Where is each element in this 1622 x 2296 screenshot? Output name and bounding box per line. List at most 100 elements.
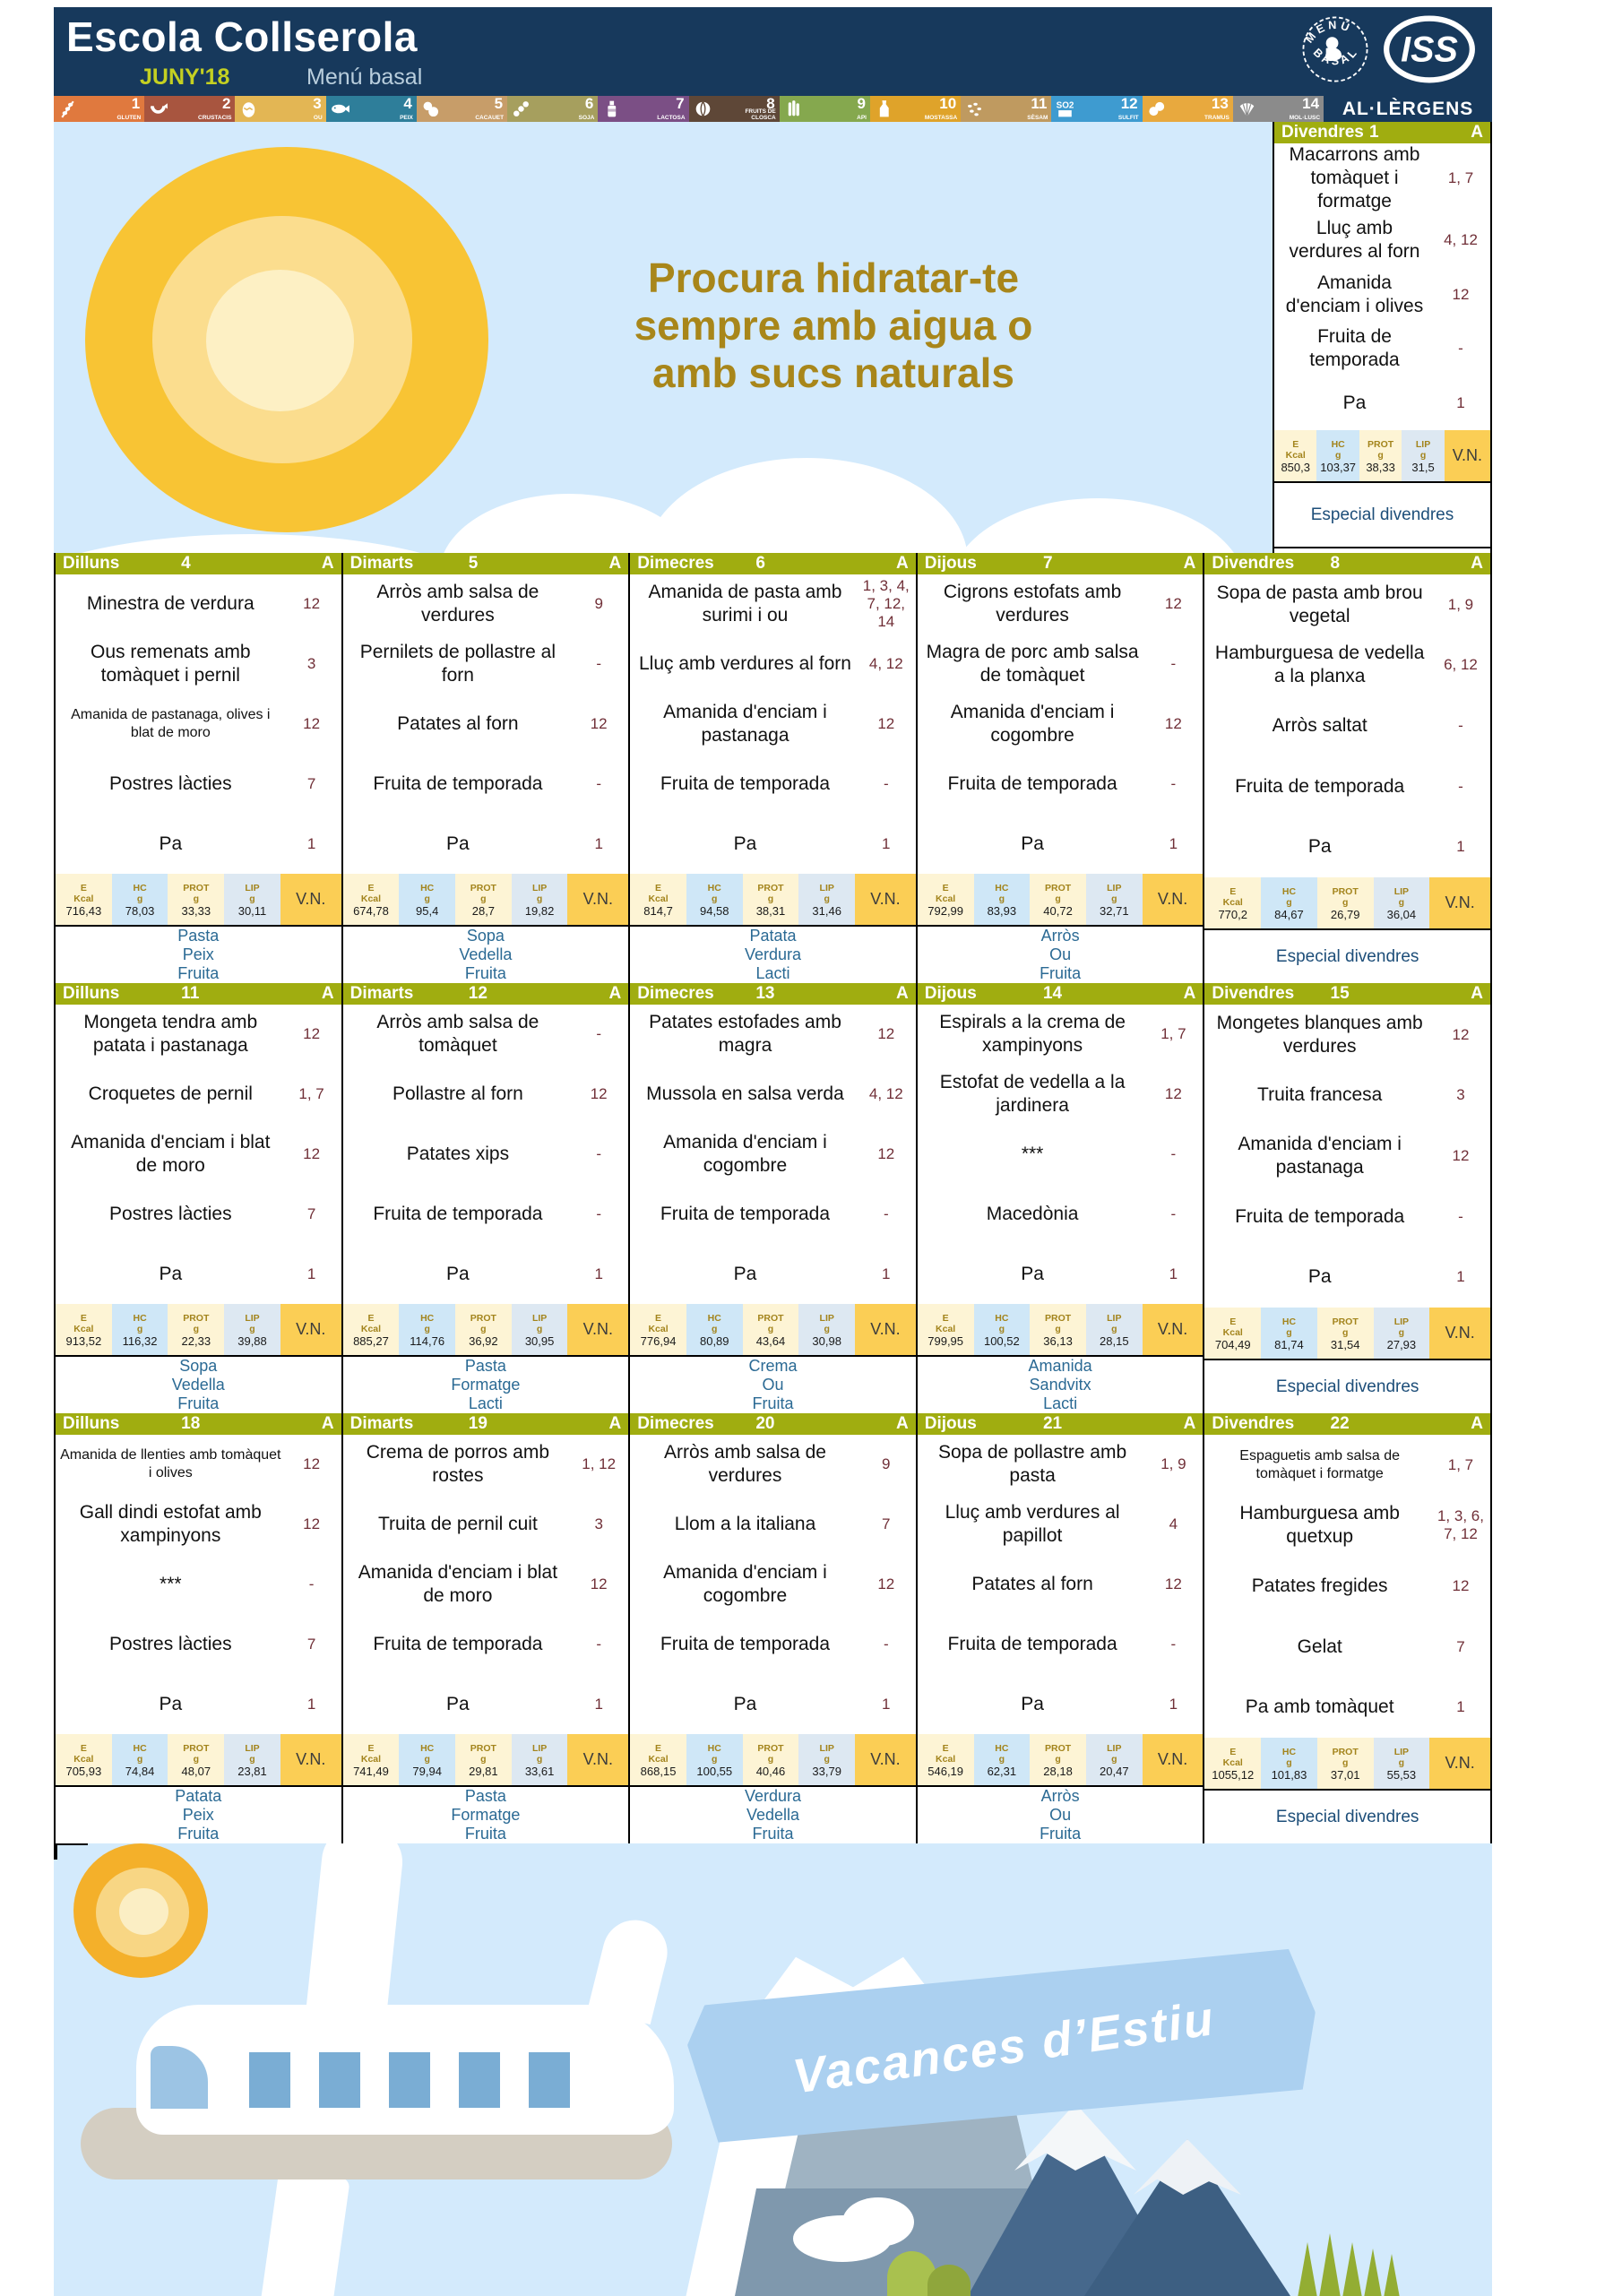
dish-row: Macedònia -: [918, 1184, 1204, 1244]
dish-allergens: 12: [877, 1575, 895, 1593]
nutrient-unit: g: [712, 1753, 718, 1765]
allergen-label: GLUTEN: [116, 114, 142, 121]
dish-name: Pa: [446, 1693, 470, 1714]
nutrient-value: 38,31: [755, 903, 786, 918]
nutrition-cell-prot: PROT g 40,72: [1030, 874, 1086, 925]
dish-name: Pa: [159, 1693, 183, 1714]
dish-allergens: 12: [877, 714, 895, 732]
nutrient-value: 38,33: [1366, 460, 1395, 474]
nutrition-cell-hc: HC g 80,89: [686, 1304, 743, 1355]
nutrient-unit: g: [193, 1323, 199, 1334]
dish-allergens: 1: [1456, 1698, 1465, 1716]
dish-list: Arròs amb salsa de verdures 9 Llom a la it…: [630, 1435, 916, 1734]
nutrient-label: HC: [133, 882, 147, 893]
nutrient-unit: Kcal: [73, 893, 94, 904]
nutrient-unit: g: [480, 1753, 487, 1765]
nutrient-label: E: [367, 1742, 375, 1754]
nutrient-value: 39,88: [237, 1334, 267, 1348]
dinner-suggestion: Amanida Sandvitx Lacti: [918, 1357, 1204, 1413]
dinner-suggestion: Especial divendres: [1204, 930, 1490, 983]
dish-allergens: 1, 12: [582, 1455, 617, 1473]
nutrient-value: 116,32: [122, 1334, 158, 1348]
nutrition-cell-hc: HC g 103,37: [1316, 430, 1359, 481]
dish-row: Fruita de temporada -: [343, 754, 629, 814]
dish-allergens: 3: [306, 655, 316, 673]
suggestion-line: Especial divendres: [1275, 1808, 1419, 1826]
dish-name: Pa: [1307, 1266, 1332, 1288]
nutrient-value: 22,33: [181, 1334, 211, 1348]
dish-row: Patates al forn 12: [343, 695, 629, 755]
dish-row: Patates al forn 12: [918, 1555, 1204, 1615]
dish-row: Amanida d'enciam i cogombre 12: [630, 1555, 916, 1615]
nutrient-value: 28,18: [1043, 1764, 1073, 1778]
dish-list: Espirals a la crema de xampinyons 1, 7 Est…: [918, 1005, 1204, 1304]
suggestion-line: Fruita: [1040, 964, 1082, 982]
suggestion-line: Especial divendres: [1275, 1377, 1419, 1396]
nutrient-label: E: [1229, 885, 1237, 897]
nutrient-unit: g: [193, 893, 199, 904]
cloud-icon: [645, 458, 968, 553]
nutrition-cell-prot: PROT g 48,07: [168, 1734, 225, 1785]
dish-row: Amanida d'enciam i cogombre 12: [630, 1125, 916, 1185]
nutrient-label: LIP: [1107, 1312, 1122, 1324]
dish-allergens: -: [596, 1144, 602, 1162]
allergen-column-label: A: [1471, 1414, 1483, 1433]
dish-row: Sopa de pollastre amb pasta 1, 9: [918, 1435, 1204, 1495]
dish-list: Macarrons amb tomàquet i formatge 1, 7 Llu…: [1274, 143, 1490, 430]
suggestion-line: Vedella: [171, 1376, 225, 1394]
suggestion-line: Especial divendres: [1310, 505, 1454, 524]
nutrient-value: 913,52: [65, 1334, 102, 1348]
dish-allergens: -: [883, 1204, 889, 1222]
dish-allergens: -: [596, 1635, 602, 1653]
nutrient-value: 95,4: [416, 903, 439, 918]
nutrient-label: PROT: [1367, 438, 1394, 450]
nutrition-row: E Kcal 741,49 HC g 79,94 PROT g 29,81 LIP g 33,61 V.…: [342, 1734, 629, 1787]
allergen-column-label: A: [896, 1414, 909, 1433]
dish-list: Crema de porros amb rostes 1, 12 Truita de…: [343, 1435, 629, 1734]
day-date: 8: [1330, 554, 1341, 573]
dish-row: Pa 1: [56, 814, 341, 874]
hero-message: Procura hidratar-te sempre amb aigua o a…: [634, 255, 1033, 396]
nutrient-value: 31,54: [1330, 1337, 1360, 1351]
dish-allergens: 12: [1164, 714, 1182, 732]
nutrient-value: 546,19: [927, 1764, 964, 1778]
dish-row: Pollastre al forn 12: [343, 1065, 629, 1125]
allergen-number: 7: [676, 96, 685, 112]
day-date: 13: [755, 984, 775, 1003]
dish-name: Pa: [1021, 1263, 1044, 1284]
suggestion-line: Verdura: [744, 945, 801, 963]
dinner-suggestion: Patata Verdura Lacti: [630, 927, 916, 983]
day-header: Dijous 21 A: [917, 1413, 1204, 1435]
day-header: Divendres 15 A: [1204, 983, 1490, 1005]
nutrition-cell-hc: HC g 114,76: [399, 1304, 456, 1355]
suggestion-line: Especial divendres: [1275, 947, 1419, 966]
allergen-label: SÈSAM: [1027, 114, 1048, 121]
allergen-column-label: A: [1471, 554, 1483, 573]
nutrition-row: E Kcal 674,78 HC g 95,4 PROT g 28,7 LIP g 19,82 V.N.: [342, 874, 629, 927]
day-date: 21: [1042, 1414, 1063, 1433]
nutrient-label: PROT: [183, 1312, 210, 1324]
nutrient-unit: g: [1398, 896, 1405, 908]
dish-row: Pa 1: [918, 814, 1204, 874]
content-area: Escola Collserola JUNY'18 Menú basal MEN…: [54, 7, 1493, 2296]
vn-badge: V.N.: [1142, 1304, 1204, 1355]
day-header: Dimarts 12 A: [342, 983, 629, 1005]
nutrient-unit: g: [536, 1753, 543, 1765]
day-column-dijous-21: Dijous 21 A Sopa de pollastre amb pasta 1…: [915, 1413, 1204, 1843]
nutrition-cell-e: E Kcal 704,49: [1204, 1308, 1262, 1359]
iss-logo-icon: ISS: [1384, 15, 1475, 83]
dish-row: Fruita de temporada -: [630, 754, 916, 814]
day-header: Dilluns 11 A: [56, 983, 341, 1005]
dinner-suggestion: Arròs Ou Fruita: [918, 927, 1204, 983]
nutrient-value: 40,72: [1043, 903, 1073, 918]
nutrient-value: 716,43: [65, 903, 102, 918]
dish-name: Postres làcties: [109, 1203, 232, 1224]
nutrient-unit: g: [1398, 1326, 1405, 1338]
dish-row: Pa 1: [343, 814, 629, 874]
dish-row: Patates xips -: [343, 1125, 629, 1185]
nutrition-cell-e: E Kcal 799,95: [917, 1304, 974, 1355]
nutrition-cell-hc: HC g 83,93: [973, 874, 1031, 925]
day-header: Dimarts 19 A: [342, 1413, 629, 1435]
nutrient-unit: g: [1055, 1323, 1061, 1334]
grass: [1364, 2249, 1382, 2296]
